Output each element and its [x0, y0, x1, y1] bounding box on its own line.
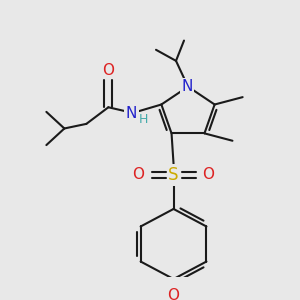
Text: O: O: [102, 63, 114, 78]
Text: N: N: [126, 106, 137, 121]
Text: S: S: [168, 166, 179, 184]
Text: O: O: [133, 167, 145, 182]
Text: N: N: [181, 79, 193, 94]
Text: O: O: [202, 167, 214, 182]
Text: H: H: [139, 113, 148, 126]
Text: O: O: [167, 288, 179, 300]
